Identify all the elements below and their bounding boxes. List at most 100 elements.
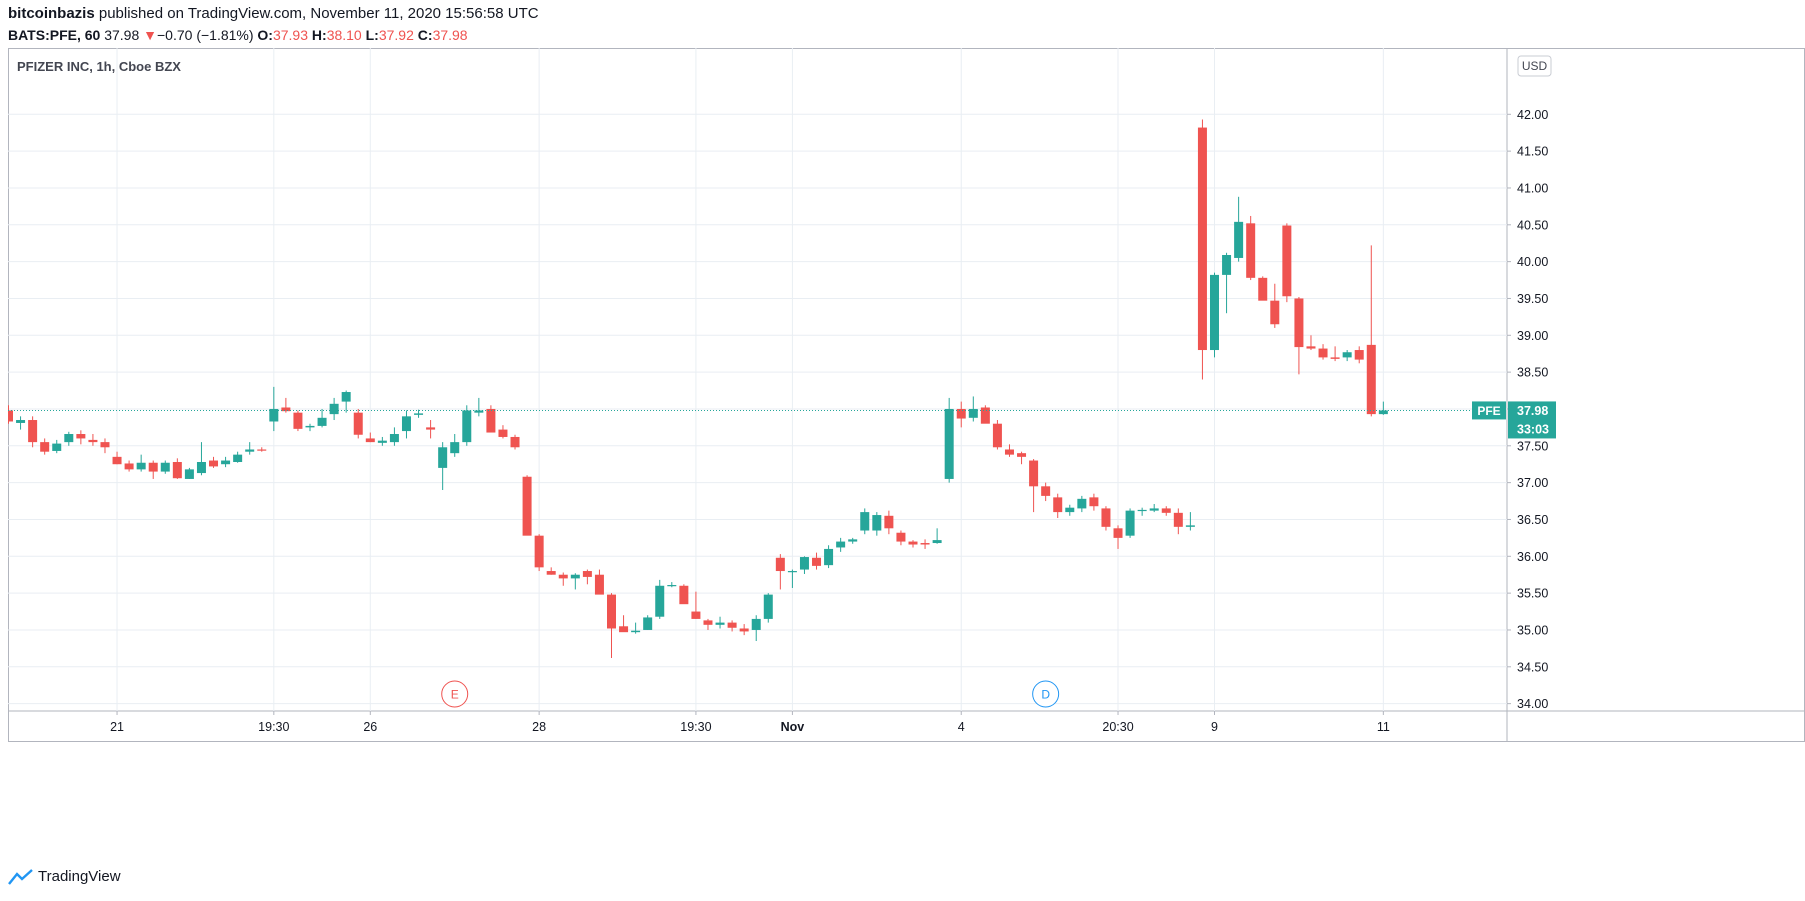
tradingview-logo[interactable]: TradingView — [8, 868, 121, 885]
candle-body — [172, 462, 182, 479]
candle — [1017, 451, 1027, 465]
candle-body — [1173, 512, 1183, 527]
candle-body — [269, 408, 279, 422]
down-arrow-icon: ▼ — [143, 27, 157, 43]
candle — [860, 508, 870, 535]
candle-body — [631, 630, 641, 633]
candle-body — [1354, 350, 1364, 360]
price-tick-label: 40.50 — [1517, 218, 1548, 232]
candle-body — [691, 611, 701, 619]
candle-body — [727, 622, 737, 628]
candle-body — [546, 571, 556, 575]
candle — [498, 425, 508, 439]
candle — [1210, 272, 1219, 358]
candle — [1246, 215, 1256, 281]
candle — [1041, 482, 1051, 502]
candle — [221, 456, 231, 468]
price-tick-label: 37.50 — [1517, 439, 1548, 453]
candle — [1354, 346, 1364, 364]
candle-body — [1306, 346, 1316, 349]
candle-body — [836, 541, 846, 548]
time-tick-label: 19:30 — [258, 720, 289, 734]
time-tick-label: 11 — [1377, 720, 1390, 734]
candle-body — [1137, 509, 1147, 512]
candle — [389, 427, 399, 446]
candle-body — [136, 462, 146, 470]
candle-body — [233, 454, 243, 463]
price-tick-label: 39.00 — [1517, 329, 1548, 343]
candle-body — [293, 412, 303, 429]
chart-frame[interactable]: E D 34.00 34.50 35.00 35.50 36.00 36.50 37.00 37… — [4, 48, 1805, 852]
candle-body — [1270, 300, 1280, 325]
candle — [1270, 283, 1280, 328]
candle — [365, 432, 375, 443]
symbol-tag-label: PFE — [1477, 404, 1500, 418]
candle-body — [1378, 410, 1388, 415]
candle — [1197, 119, 1207, 380]
candle — [245, 442, 255, 455]
candle — [160, 460, 170, 474]
brand-label: TradingView — [38, 868, 121, 885]
candle-body — [1210, 274, 1219, 351]
candle — [1378, 401, 1388, 415]
candle — [1185, 512, 1195, 531]
publish-info: bitcoinbazis published on TradingView.co… — [8, 5, 539, 23]
candle-body — [474, 410, 484, 413]
candle — [269, 386, 279, 432]
candle-body — [1222, 255, 1232, 275]
candle-body — [884, 515, 894, 529]
author-name[interactable]: bitcoinbazis — [8, 5, 95, 22]
candle — [787, 569, 797, 588]
price-tick-label: 36.50 — [1517, 513, 1548, 527]
candle-body — [848, 539, 858, 542]
candle — [824, 545, 834, 569]
candle — [908, 540, 918, 548]
candle-body — [1029, 460, 1039, 487]
candle-body — [1089, 497, 1099, 507]
last-price: 37.98 — [104, 27, 140, 43]
candle — [1053, 493, 1063, 518]
candle — [293, 410, 303, 432]
time-tick-label: Nov — [781, 720, 805, 734]
price-axis[interactable]: 34.00 34.50 35.00 35.50 36.00 36.50 37.00 37.50… — [1472, 108, 1556, 711]
candle — [462, 405, 472, 446]
candle — [100, 438, 110, 454]
candle — [570, 573, 580, 590]
candle — [522, 475, 532, 536]
event-marker-label: E — [451, 688, 459, 702]
candle — [1125, 508, 1135, 538]
candle — [426, 420, 436, 439]
candle — [980, 405, 990, 424]
price-chart[interactable]: E D 34.0034.5035.0035.5036.0036.5037.0037… — [4, 48, 1805, 852]
candle-body — [257, 449, 267, 451]
candle-body — [1197, 127, 1207, 351]
candle — [305, 423, 315, 432]
candle-body — [76, 434, 86, 439]
candle-body — [824, 548, 834, 566]
candle-body — [908, 541, 918, 545]
currency-button[interactable]: USD — [1517, 55, 1552, 77]
candle-body — [317, 417, 327, 426]
candle-body — [209, 460, 219, 467]
candle-body — [486, 408, 496, 433]
time-axis[interactable]: 21 19:30 26 28 19:30 Nov 4 20:30 9 11 — [110, 711, 1390, 734]
candle — [631, 622, 641, 634]
event-marker-label: D — [1041, 688, 1050, 702]
candle — [1065, 504, 1075, 516]
candle-body — [160, 462, 170, 472]
candle-body — [4, 410, 13, 422]
event-marker-circle — [1032, 680, 1060, 708]
candle — [341, 390, 351, 413]
candle-body — [438, 447, 448, 468]
candle-body — [956, 408, 966, 419]
candle — [872, 512, 882, 536]
candle — [474, 397, 484, 417]
candle — [1342, 350, 1352, 362]
tradingview-icon — [8, 868, 33, 885]
candle-body — [1161, 508, 1171, 513]
candle-body — [353, 412, 363, 435]
event-marker-circle — [441, 680, 469, 708]
candle-body — [426, 427, 436, 430]
candle — [679, 584, 689, 605]
candle — [1101, 506, 1111, 531]
